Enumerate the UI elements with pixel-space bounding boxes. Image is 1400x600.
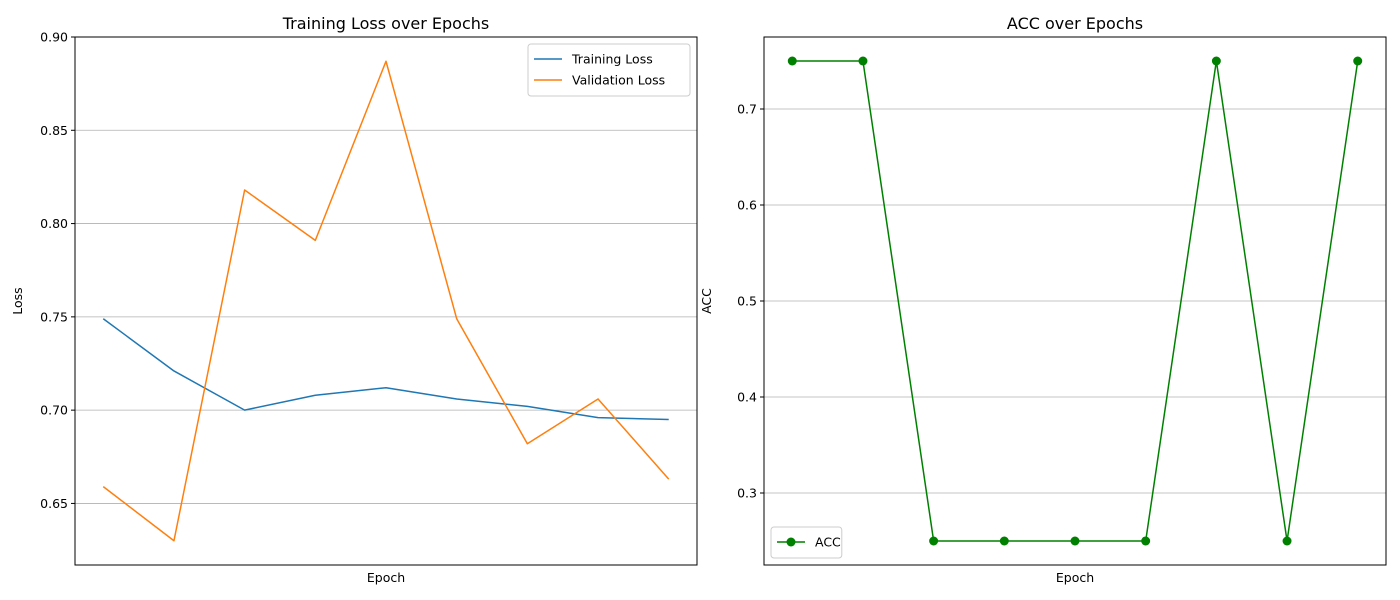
legend-label: Validation Loss (572, 73, 665, 88)
legend: ACC (770, 526, 843, 559)
data-point (1211, 56, 1221, 66)
legend-box (527, 43, 691, 97)
y-tick-label: 0.85 (40, 123, 68, 138)
chart-panel-2: 0.3 0.4 0.5 0.6 0.7 ACC over Epochs Epoch ACC AC… (699, 14, 1387, 585)
data-point (1282, 536, 1292, 546)
data-point (787, 56, 797, 66)
data-point (999, 536, 1009, 546)
y-tick-label: 0.75 (40, 309, 68, 324)
y-tick-label: 0.65 (40, 496, 68, 511)
data-point (1141, 536, 1151, 546)
legend-label: Training Loss (571, 52, 653, 67)
series-line-validation-loss (102, 60, 670, 542)
series-line-training-loss (102, 318, 669, 421)
y-tick-label: 0.3 (737, 486, 757, 501)
y-axis-label: ACC (699, 288, 714, 314)
y-tick-label: 0.4 (737, 390, 757, 405)
x-axis-label: Epoch (367, 570, 405, 585)
y-axis-label: Loss (10, 287, 25, 314)
data-point (929, 536, 939, 546)
y-tick-label: 0.6 (737, 198, 757, 213)
legend: Training Loss Validation Loss (527, 43, 691, 97)
y-tick-label: 0.7 (737, 102, 757, 117)
y-tick-label: 0.90 (40, 30, 68, 45)
chart-title: ACC over Epochs (1007, 14, 1143, 33)
x-axis-label: Epoch (1056, 570, 1094, 585)
plot-frame (74, 36, 698, 566)
data-point (858, 56, 868, 66)
legend-marker (786, 537, 796, 547)
legend-label: ACC (815, 535, 841, 550)
chart-panel-1: 0.65 0.70 0.75 0.80 0.85 0.90 Training Loss ov… (10, 14, 698, 585)
chart-title: Training Loss over Epochs (282, 14, 490, 33)
legend-box (770, 526, 843, 559)
y-tick-label: 0.70 (40, 403, 68, 418)
y-tick-label: 0.5 (737, 294, 757, 309)
data-point (1353, 56, 1363, 66)
y-tick-label: 0.80 (40, 216, 68, 231)
data-point (1070, 536, 1080, 546)
